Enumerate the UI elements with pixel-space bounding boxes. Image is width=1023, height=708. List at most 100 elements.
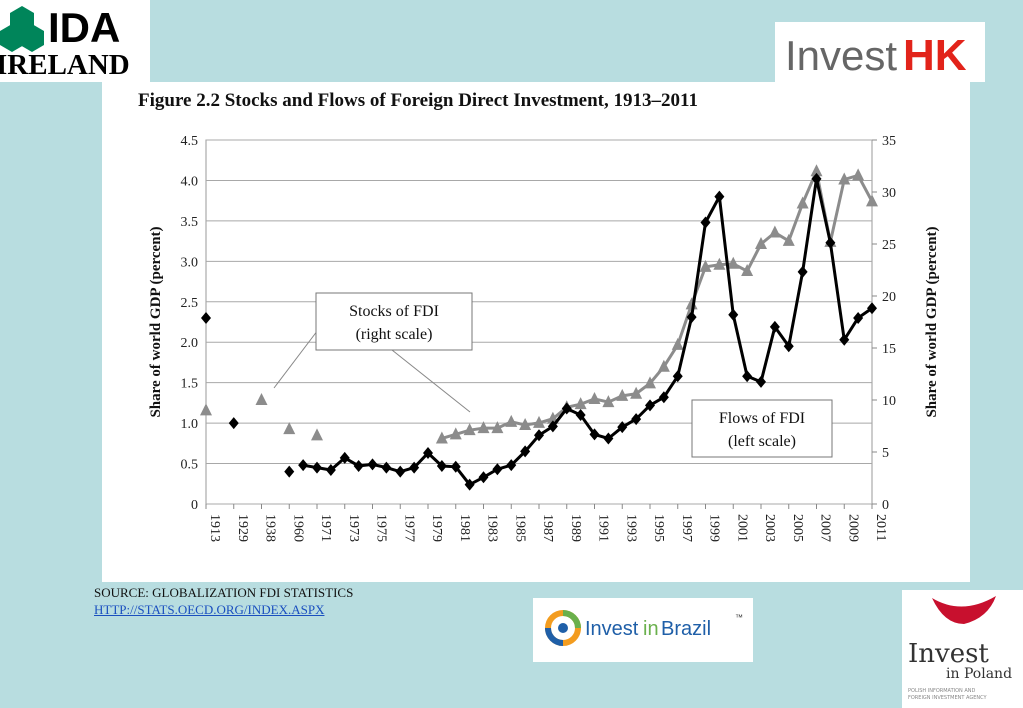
flows-point xyxy=(506,459,517,472)
flows-point xyxy=(672,370,683,383)
flows-point xyxy=(353,459,364,472)
right-tick-label: 30 xyxy=(882,186,896,201)
left-tick-label: 4.0 xyxy=(181,174,199,189)
flows-point xyxy=(423,447,433,460)
flows-point xyxy=(825,236,836,249)
flows-point xyxy=(298,459,309,472)
stocks-annotation-line2: (right scale) xyxy=(356,326,433,343)
in-text: in xyxy=(643,618,659,640)
flows-point xyxy=(450,460,461,473)
x-tick-label: 2007 xyxy=(818,514,833,542)
flows-point xyxy=(534,429,544,442)
flows-point xyxy=(478,471,489,484)
flows-point xyxy=(436,459,447,472)
flows-point xyxy=(464,478,475,491)
stocks-point xyxy=(255,393,268,405)
stocks-point xyxy=(505,414,518,427)
ireland-text: IRELAND xyxy=(0,49,130,81)
poland-agency-line2: FOREIGN INVESTMENT AGENCY xyxy=(908,695,988,701)
right-tick-label: 25 xyxy=(882,238,896,253)
stocks-point xyxy=(644,376,656,389)
x-tick-label: 1960 xyxy=(290,514,305,542)
ida-ireland-logo: IDA IRELAND xyxy=(0,0,150,82)
flows-point xyxy=(381,461,392,474)
stocks-point xyxy=(810,164,823,177)
left-tick-label: 2.5 xyxy=(181,296,199,311)
source-link[interactable]: HTTP://STATS.OECD.ORG/INDEX.ASPX xyxy=(94,602,325,617)
x-tick-label: 1971 xyxy=(318,514,333,542)
x-tick-label: 1997 xyxy=(679,514,694,542)
left-tick-label: 3.0 xyxy=(181,255,199,270)
stocks-point xyxy=(616,388,629,401)
stocks-markers xyxy=(200,164,878,444)
x-tick-label: 2009 xyxy=(845,514,860,542)
flows-point xyxy=(312,461,322,474)
stocks-point xyxy=(671,337,684,350)
brazil-ring-icon xyxy=(545,610,581,646)
stocks-point xyxy=(699,259,712,272)
stocks-point xyxy=(533,415,545,428)
source-block: SOURCE: GLOBALIZATION FDI STATISTICS HTT… xyxy=(94,584,353,618)
stocks-point xyxy=(519,417,532,430)
chart-title: Figure 2.2 Stocks and Flows of Foreign D… xyxy=(138,90,698,111)
left-tick-label: 0 xyxy=(191,498,198,513)
y-axis-label: Share of world GDP (percent) xyxy=(148,226,164,417)
stocks-point xyxy=(866,194,878,207)
flows-annotation-line1: Flows of FDI xyxy=(719,410,805,427)
x-tick-label: 1987 xyxy=(540,514,555,542)
stocks-point xyxy=(755,237,767,249)
left-tick-label: 1.0 xyxy=(181,417,199,432)
flows-point xyxy=(867,302,877,315)
x-tick-label: 2011 xyxy=(873,514,888,541)
x-tick-label: 1977 xyxy=(401,514,416,542)
right-tick-label: 20 xyxy=(882,290,896,305)
flows-annotation-line2: (left scale) xyxy=(728,433,796,450)
y2-axis-label: Share of world GDP (percent) xyxy=(924,226,940,417)
flows-point xyxy=(520,445,531,458)
x-tick-label: 2005 xyxy=(790,514,805,542)
x-tick-label: 1938 xyxy=(263,514,278,542)
right-tick-label: 5 xyxy=(882,446,889,461)
flows-markers xyxy=(201,172,877,491)
invest-in-poland-logo: Invest in Poland POLISH INFORMATION AND … xyxy=(902,590,1023,708)
flows-point xyxy=(658,391,669,404)
stocks-line xyxy=(441,166,874,440)
stocks-annotation: Stocks of FDI (right scale) xyxy=(273,292,473,413)
stocks-point xyxy=(727,256,740,269)
flows-point xyxy=(853,311,864,324)
flows-point xyxy=(686,311,697,324)
flows-point xyxy=(811,172,822,185)
left-tick-label: 4.5 xyxy=(181,134,199,149)
invest-hk-text: Invest xyxy=(785,32,897,79)
left-tick-label: 0.5 xyxy=(181,458,199,473)
stocks-point xyxy=(852,168,865,181)
flows-point xyxy=(769,320,780,333)
x-axis-ticks: 1913 1929 1938 1960 1971 1973 1975 1977 1979 1981… xyxy=(205,504,888,542)
flows-point xyxy=(631,413,642,426)
flows-point xyxy=(228,417,239,430)
right-tick-label: 10 xyxy=(882,394,896,409)
invest-hk-logo: Invest HK xyxy=(775,22,985,82)
flows-point xyxy=(325,464,336,477)
flows-point xyxy=(742,370,753,383)
stocks-point xyxy=(574,397,587,410)
right-tick-label: 15 xyxy=(882,342,896,357)
x-tick-label: 1979 xyxy=(429,514,444,542)
flows-point xyxy=(714,190,725,203)
stocks-point xyxy=(602,395,615,408)
flows-point xyxy=(728,308,739,321)
source-text: SOURCE: GLOBALIZATION FDI STATISTICS xyxy=(94,585,354,600)
x-tick-label: 1981 xyxy=(457,514,472,542)
poland-agency-line1: POLISH INFORMATION AND xyxy=(908,688,976,694)
x-tick-label: 1993 xyxy=(623,514,638,542)
invest-in-brazil-logo: Invest in Brazil ™ xyxy=(533,598,753,662)
flows-point xyxy=(756,375,766,388)
x-tick-label: 1999 xyxy=(707,514,722,542)
x-tick-label: 2003 xyxy=(762,514,777,542)
right-tick-label: 35 xyxy=(882,134,896,149)
flows-point xyxy=(617,421,628,434)
stocks-point xyxy=(200,403,212,416)
x-tick-label: 2001 xyxy=(734,514,749,542)
x-tick-label: 1975 xyxy=(374,514,389,542)
flows-point xyxy=(367,458,378,471)
